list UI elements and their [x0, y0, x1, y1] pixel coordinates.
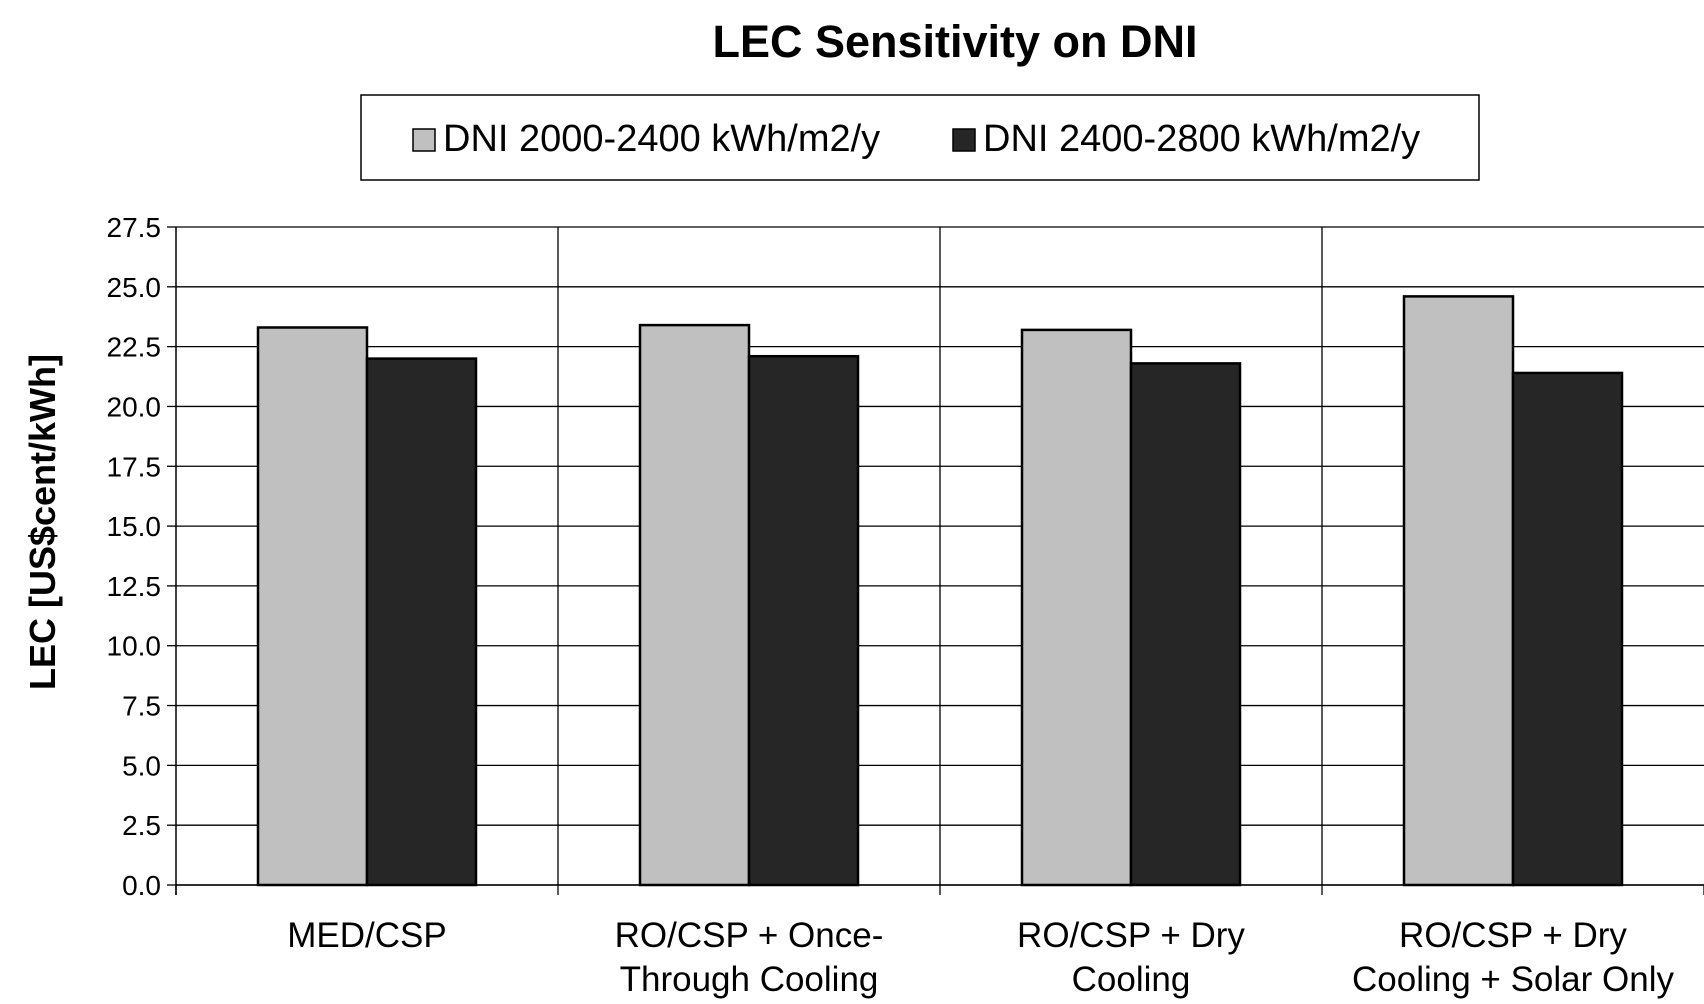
bar-series-2: [1129, 362, 1242, 887]
x-category-label: Cooling: [1072, 960, 1191, 999]
y-tick-label: 10.0: [107, 631, 162, 662]
legend-swatch-series-2: [952, 128, 976, 152]
legend: DNI 2000-2400 kWh/m2/y DNI 2400-2800 kWh…: [360, 94, 1480, 181]
bar-series-1: [256, 326, 369, 887]
x-category-label: RO/CSP + Once-: [615, 916, 884, 955]
y-tick-label: 15.0: [107, 511, 162, 542]
x-category-label: RO/CSP + Dry: [1399, 916, 1627, 955]
chart-title: LEC Sensitivity on DNI: [712, 16, 1197, 67]
legend-label-series-2: DNI 2400-2800 kWh/m2/y: [983, 118, 1420, 160]
y-tick-label: 20.0: [107, 391, 162, 422]
y-tick-label: 7.5: [122, 691, 161, 722]
y-tick-label: 2.5: [122, 810, 161, 841]
y-tick-label: 27.5: [107, 212, 162, 243]
bar-series-2: [365, 357, 478, 887]
y-axis-title: LEC [US$cent/kWh]: [22, 354, 63, 690]
legend-label-series-1: DNI 2000-2400 kWh/m2/y: [443, 118, 880, 160]
bar-series-2: [747, 354, 860, 887]
legend-box: [360, 94, 1480, 181]
x-category-label: Cooling + Solar Only: [1352, 960, 1674, 999]
bar-series-1: [1402, 295, 1515, 887]
bar-series-1: [1020, 328, 1133, 887]
y-tick-label: 25.0: [107, 272, 162, 303]
y-tick-label: 22.5: [107, 332, 162, 363]
y-tick-label: 0.0: [122, 870, 161, 901]
bar-series-1: [638, 323, 751, 887]
legend-swatch-series-1: [412, 128, 436, 152]
y-tick-label: 5.0: [122, 750, 161, 781]
x-category-label: Through Cooling: [620, 960, 879, 999]
plot-area: 0.0 2.5 5.0 7.5 10.0 12.5 15.0 17.5 20.0 22.5 25.0…: [107, 212, 1704, 999]
x-category-label: MED/CSP: [287, 916, 446, 955]
y-tick-label: 12.5: [107, 571, 162, 602]
bar-series-2: [1511, 371, 1624, 887]
x-category-label: RO/CSP + Dry: [1017, 916, 1245, 955]
y-tick-label: 17.5: [107, 451, 162, 482]
